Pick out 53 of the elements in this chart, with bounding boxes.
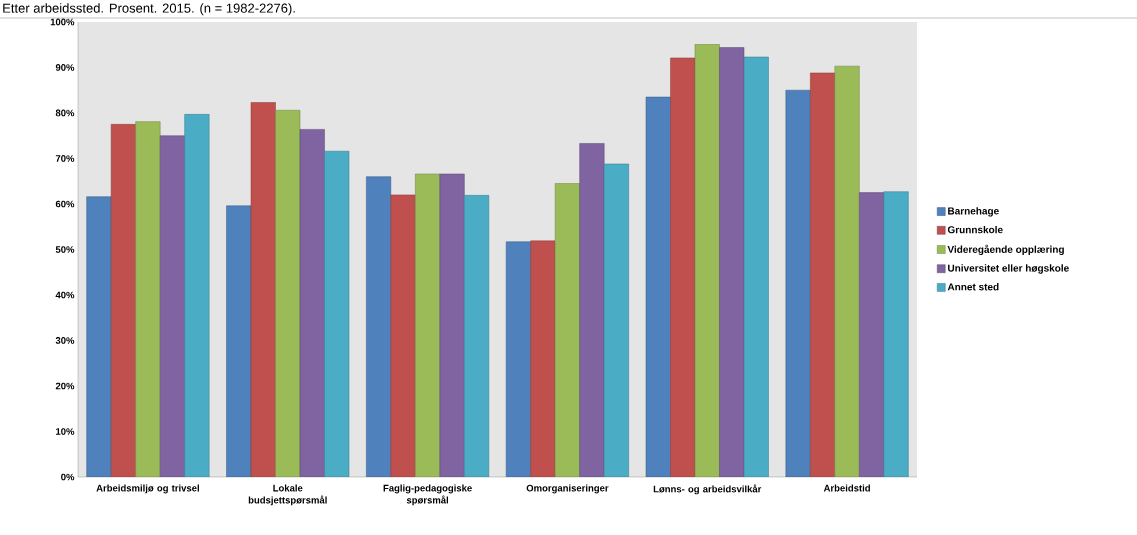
bar [135,121,161,477]
bar [110,124,136,477]
bar [530,240,556,477]
y-tick-label: 20% [55,382,75,390]
bar [859,192,885,477]
y-tick-label: 80% [55,109,75,117]
x-tick-label: Omorganiseringer [526,484,609,494]
y-tick-label: 10% [56,428,75,435]
bar [464,195,490,477]
x-tick-label: Faglig-pedagogiske spørsmål [383,484,472,506]
legend-label: Annet sted [947,283,999,291]
y-tick-label: 60% [55,200,75,208]
y-tick-label: 90% [55,64,75,71]
y-tick-label: 30% [55,337,75,344]
bar [439,173,465,477]
bar [834,65,860,477]
x-tick-label: Arbeidsmiljø og trivsel [96,484,199,494]
bar [603,163,629,477]
legend-label: Videregående opplæring [947,244,1064,255]
x-tick-label: Lønns- og arbeidsvilkår [653,484,762,495]
bar [299,129,325,477]
bar [366,176,392,477]
y-tick-label: 50% [55,246,75,253]
legend-label: Universitet eller høgskole [948,264,1069,274]
x-tick-label: Arbeidstid [823,484,870,492]
bar [743,56,769,477]
bar [390,194,416,477]
bar [275,110,301,477]
bar [415,173,441,477]
y-tick-label: 40% [55,291,75,299]
bar [810,72,836,477]
bar [159,135,185,477]
x-tick-label: Lokale budsjettspørsmål [248,484,327,506]
bar [670,57,696,477]
bar [645,96,671,477]
bar [719,47,745,477]
bar [554,183,580,477]
bar [250,102,276,477]
y-tick-label: 0% [61,473,75,481]
chart-title: Etter arbeidssted. Prosent. 2015. (n = 1982-2276). [3,3,295,16]
bar [505,241,531,477]
legend-label: Barnehage [948,207,999,217]
bar [579,143,605,477]
bar [226,205,252,477]
bar [694,44,720,477]
bar [883,191,909,477]
bar [324,150,350,477]
bar [184,114,210,477]
y-tick-label: 100% [50,18,75,26]
bar [785,89,811,477]
y-tick-label: 70% [55,155,75,162]
legend-label: Grunnskole [947,225,1003,234]
bar [86,196,112,477]
